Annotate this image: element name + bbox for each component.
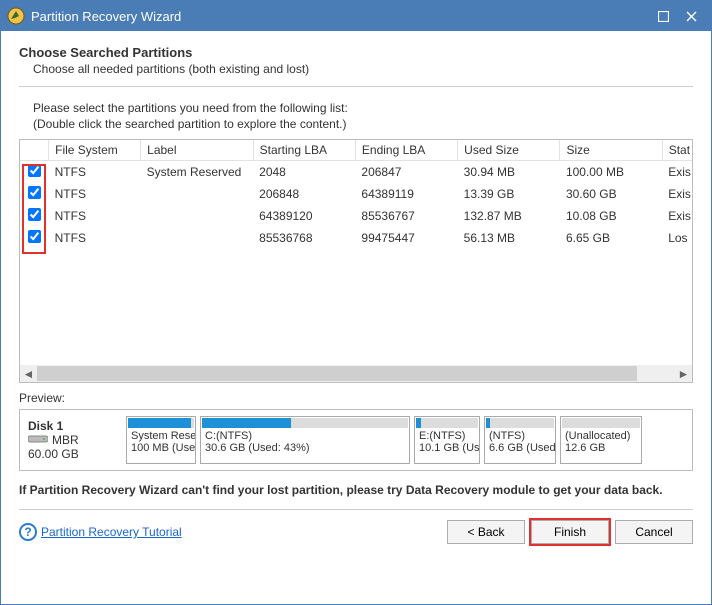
disk-name: Disk 1 xyxy=(28,419,118,433)
cell-status: Exis xyxy=(662,183,693,205)
column-header[interactable]: Size xyxy=(560,140,662,161)
cell-start: 64389120 xyxy=(253,205,355,227)
cell-label: System Reserved xyxy=(141,161,253,184)
cell-label xyxy=(141,227,253,249)
table-row[interactable]: NTFSSystem Reserved204820684730.94 MB100… xyxy=(20,161,693,184)
cell-size: 6.65 GB xyxy=(560,227,662,249)
disk-info: Disk 1 MBR 60.00 GB xyxy=(28,416,118,464)
window-title: Partition Recovery Wizard xyxy=(31,9,649,24)
partition-sublabel: 12.6 GB xyxy=(561,442,641,454)
horizontal-scrollbar[interactable]: ◄ ► xyxy=(20,365,692,382)
partition-label: E:(NTFS) xyxy=(415,429,479,442)
close-button[interactable] xyxy=(677,1,705,31)
recovery-note: If Partition Recovery Wizard can't find … xyxy=(19,483,693,497)
partition-preview[interactable]: (Unallocated)12.6 GB xyxy=(560,416,642,464)
instruction-line-1: Please select the partitions you need fr… xyxy=(33,101,693,115)
wizard-window: Partition Recovery Wizard Choose Searche… xyxy=(0,0,712,605)
table-row[interactable]: NTFS 855367689947544756.13 MB6.65 GBLos xyxy=(20,227,693,249)
partition-preview[interactable]: E:(NTFS)10.1 GB (Us xyxy=(414,416,480,464)
cell-end: 64389119 xyxy=(355,183,457,205)
hdd-icon xyxy=(28,433,48,447)
column-header[interactable]: Ending LBA xyxy=(355,140,457,161)
page-heading: Choose Searched Partitions xyxy=(19,45,693,60)
partition-checkbox[interactable] xyxy=(28,230,41,243)
cell-fs: NTFS xyxy=(49,227,141,249)
instruction-line-2: (Double click the searched partition to … xyxy=(33,117,693,131)
cell-end: 85536767 xyxy=(355,205,457,227)
cell-fs: NTFS xyxy=(49,161,141,184)
finish-button[interactable]: Finish xyxy=(531,520,609,544)
table-body: NTFSSystem Reserved204820684730.94 MB100… xyxy=(20,161,693,250)
partition-sublabel: 100 MB (Usec xyxy=(127,442,195,454)
table-header-row: File SystemLabelStarting LBAEnding LBAUs… xyxy=(20,140,693,161)
titlebar: Partition Recovery Wizard xyxy=(1,1,711,31)
partition-bars: System Reser100 MB (UsecC:(NTFS)30.6 GB … xyxy=(126,416,684,464)
cell-size: 100.00 MB xyxy=(560,161,662,184)
divider xyxy=(19,86,693,87)
footer: ? Partition Recovery Tutorial < Back Fin… xyxy=(19,509,693,544)
partition-label: System Reser xyxy=(127,429,195,442)
partition-checkbox[interactable] xyxy=(28,208,41,221)
cancel-button[interactable]: Cancel xyxy=(615,520,693,544)
partition-preview[interactable]: C:(NTFS)30.6 GB (Used: 43%) xyxy=(200,416,410,464)
table-row[interactable]: NTFS 2068486438911913.39 GB30.60 GBExis xyxy=(20,183,693,205)
cell-status: Los xyxy=(662,227,693,249)
partition-label: (Unallocated) xyxy=(561,429,641,442)
partition-sublabel: 10.1 GB (Us xyxy=(415,442,479,454)
partition-checkbox[interactable] xyxy=(28,164,41,177)
cell-start: 85536768 xyxy=(253,227,355,249)
preview-box: Disk 1 MBR 60.00 GB System Reser100 MB (… xyxy=(19,409,693,471)
column-header[interactable]: File System xyxy=(49,140,141,161)
column-header[interactable]: Starting LBA xyxy=(253,140,355,161)
content-area: Choose Searched Partitions Choose all ne… xyxy=(1,31,711,604)
cell-fs: NTFS xyxy=(49,205,141,227)
scroll-left-icon[interactable]: ◄ xyxy=(20,365,37,382)
scroll-thumb[interactable] xyxy=(37,366,637,381)
cell-end: 206847 xyxy=(355,161,457,184)
cell-used: 30.94 MB xyxy=(458,161,560,184)
disk-type-line: MBR xyxy=(28,433,118,448)
page-subheading: Choose all needed partitions (both exist… xyxy=(33,62,693,76)
cell-start: 2048 xyxy=(253,161,355,184)
cell-label xyxy=(141,183,253,205)
column-header[interactable]: Used Size xyxy=(458,140,560,161)
partition-preview[interactable]: (NTFS)6.6 GB (Used: xyxy=(484,416,556,464)
scroll-track[interactable] xyxy=(37,365,675,382)
column-header[interactable]: Label xyxy=(141,140,253,161)
cell-size: 10.08 GB xyxy=(560,205,662,227)
partition-checkbox[interactable] xyxy=(28,186,41,199)
table-row[interactable]: NTFS 6438912085536767132.87 MB10.08 GBExi… xyxy=(20,205,693,227)
cell-fs: NTFS xyxy=(49,183,141,205)
partition-preview[interactable]: System Reser100 MB (Usec xyxy=(126,416,196,464)
disk-type: MBR xyxy=(52,433,79,447)
cell-label xyxy=(141,205,253,227)
partition-table-container: File SystemLabelStarting LBAEnding LBAUs… xyxy=(19,139,693,383)
cell-end: 99475447 xyxy=(355,227,457,249)
cell-status: Exis xyxy=(662,205,693,227)
cell-start: 206848 xyxy=(253,183,355,205)
cell-status: Exis xyxy=(662,161,693,184)
help-icon[interactable]: ? xyxy=(19,523,37,541)
preview-label: Preview: xyxy=(19,391,693,405)
partition-table: File SystemLabelStarting LBAEnding LBAUs… xyxy=(20,140,693,249)
back-button[interactable]: < Back xyxy=(447,520,525,544)
cell-size: 30.60 GB xyxy=(560,183,662,205)
app-icon xyxy=(7,7,25,25)
tutorial-link[interactable]: Partition Recovery Tutorial xyxy=(41,525,182,539)
partition-sublabel: 30.6 GB (Used: 43%) xyxy=(201,442,409,454)
scroll-right-icon[interactable]: ► xyxy=(675,365,692,382)
partition-label: C:(NTFS) xyxy=(201,429,409,442)
maximize-button[interactable] xyxy=(649,1,677,31)
disk-capacity: 60.00 GB xyxy=(28,447,118,461)
cell-used: 13.39 GB xyxy=(458,183,560,205)
column-header[interactable]: Stat xyxy=(662,140,693,161)
cell-used: 132.87 MB xyxy=(458,205,560,227)
cell-used: 56.13 MB xyxy=(458,227,560,249)
partition-label: (NTFS) xyxy=(485,429,555,442)
partition-sublabel: 6.6 GB (Used: xyxy=(485,442,555,454)
